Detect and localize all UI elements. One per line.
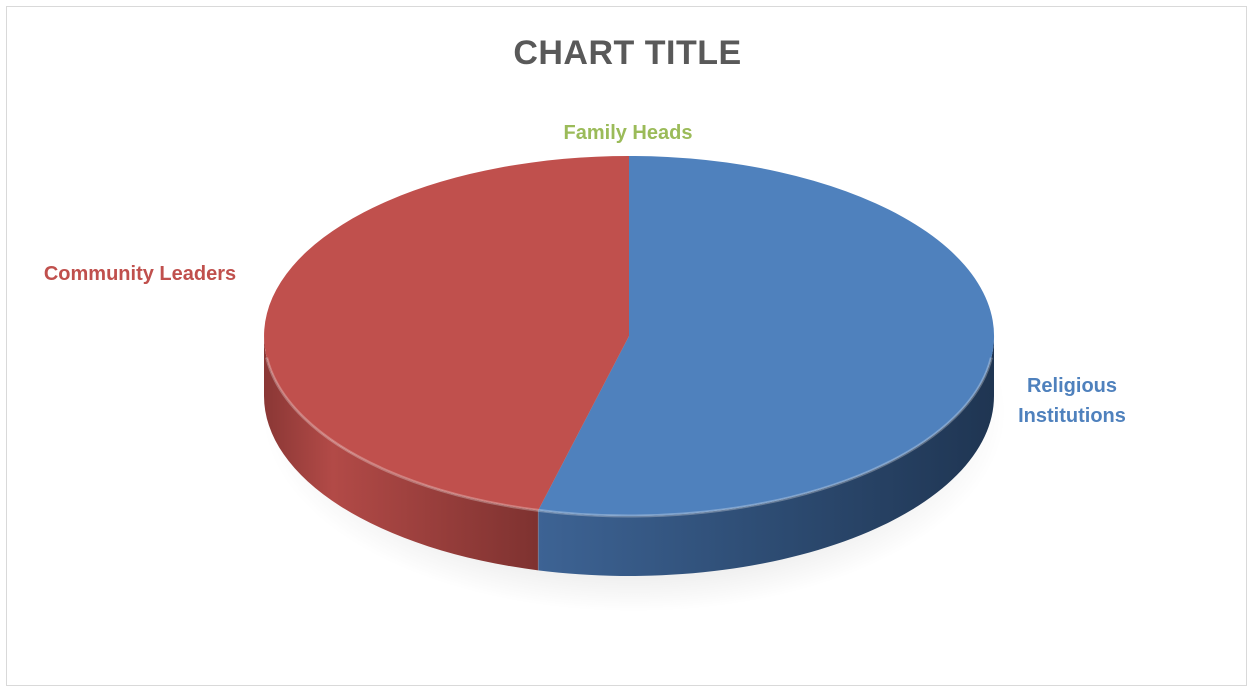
pie-chart: Religious Institutions Community Leaders Fa… [44,122,1126,612]
pie-slices [264,156,995,576]
pie-labels: Religious Institutions Community Leaders Fa… [44,122,1126,427]
pie-slice-community-leaders [264,156,629,511]
pie-side-community-leaders [264,336,539,571]
pie-label-religious-institutions: Religious Institutions [1018,375,1126,427]
pie-label-community-leaders: Community Leaders [44,263,236,285]
pie-slice-religious-institutions [538,156,995,516]
pie-label-family-heads: Family Heads [564,122,693,144]
pie-side-religious-institutions [538,336,994,576]
chart-title: CHART TITLE [513,34,742,72]
pie-rim-highlight [265,357,993,518]
